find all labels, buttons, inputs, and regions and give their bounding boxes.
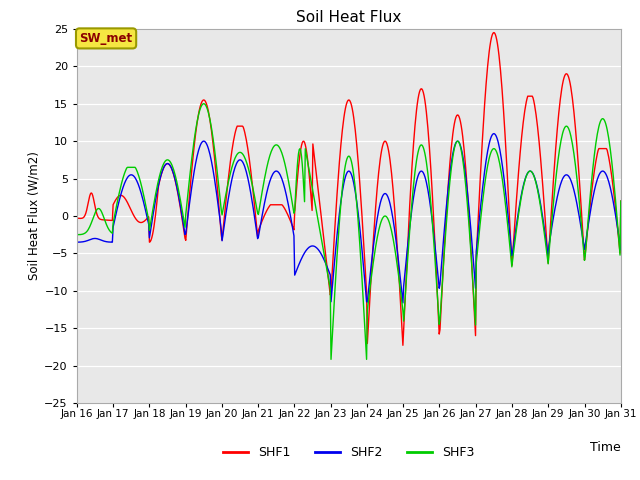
- SHF3: [617, 198, 625, 204]
- SHF3: [194, 115, 202, 121]
- SHF1: [399, 342, 407, 348]
- Y-axis label: Soil Heat Flux (W/m2): Soil Heat Flux (W/m2): [27, 152, 40, 280]
- SHF1: [83, 207, 90, 213]
- SHF2: [617, 247, 625, 252]
- SHF1: [223, 192, 230, 197]
- Text: Time: Time: [590, 441, 621, 454]
- Line: SHF3: SHF3: [77, 104, 621, 360]
- SHF1: [617, 198, 625, 204]
- Title: Soil Heat Flux: Soil Heat Flux: [296, 10, 401, 25]
- SHF1: [431, 251, 439, 256]
- SHF1: [194, 115, 202, 121]
- SHF2: [73, 240, 81, 245]
- SHF2: [83, 238, 90, 244]
- SHF1: [139, 219, 147, 225]
- SHF3: [417, 143, 424, 148]
- Legend: SHF1, SHF2, SHF3: SHF1, SHF2, SHF3: [218, 441, 480, 464]
- SHF3: [223, 184, 231, 190]
- SHF1: [73, 216, 81, 221]
- SHF3: [83, 229, 90, 235]
- SHF2: [416, 169, 424, 175]
- SHF3: [200, 101, 208, 107]
- SHF3: [139, 188, 147, 193]
- Line: SHF1: SHF1: [77, 33, 621, 345]
- SHF2: [139, 195, 147, 201]
- Line: SHF2: SHF2: [77, 133, 621, 303]
- SHF2: [399, 300, 407, 306]
- SHF2: [490, 131, 497, 136]
- SHF3: [73, 232, 81, 238]
- SHF2: [431, 247, 439, 253]
- SHF2: [223, 206, 230, 212]
- SHF1: [490, 30, 497, 36]
- SHF3: [433, 274, 440, 280]
- SHF3: [363, 357, 371, 362]
- Text: SW_met: SW_met: [79, 32, 132, 45]
- SHF2: [194, 150, 202, 156]
- SHF1: [416, 89, 424, 95]
